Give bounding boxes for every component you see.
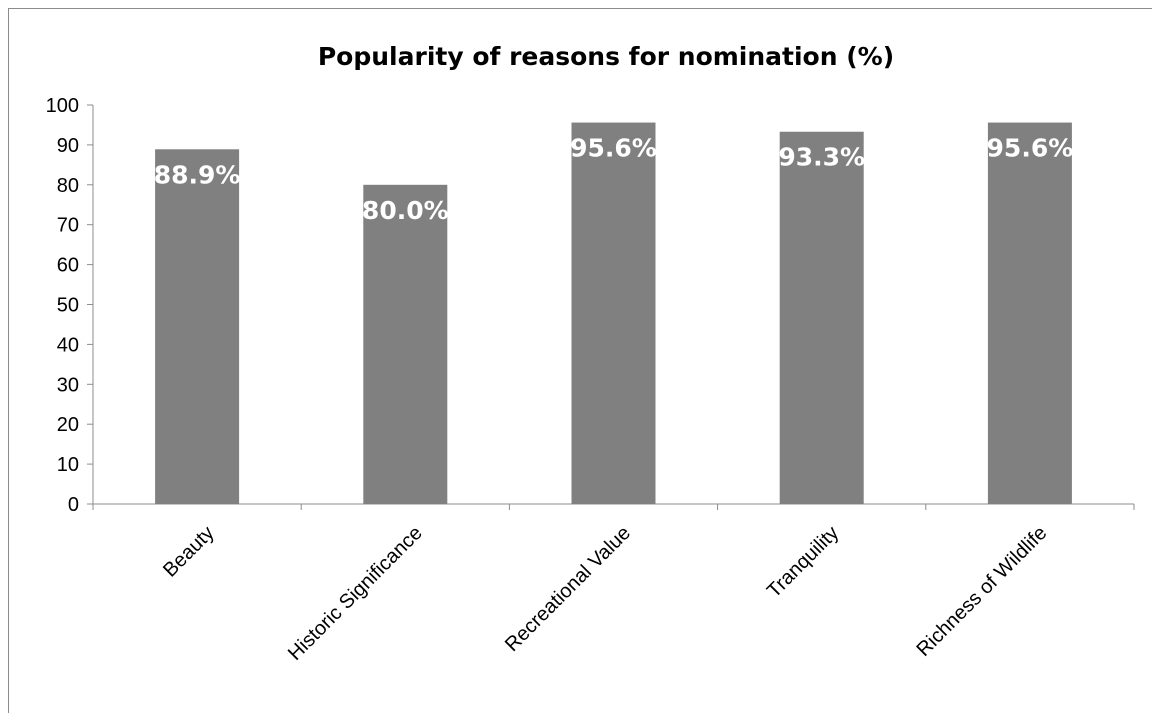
bar — [780, 132, 864, 504]
category-label: Tranquility — [763, 522, 843, 602]
category-label: Richness of Wildlife — [912, 522, 1051, 661]
data-label: 93.3% — [778, 143, 865, 172]
y-tick-label: 80 — [57, 175, 79, 197]
data-label: 95.6% — [987, 134, 1074, 163]
y-tick-label: 50 — [57, 295, 79, 317]
data-label: 88.9% — [154, 160, 241, 189]
y-tick-label: 10 — [57, 454, 79, 476]
y-tick-label: 100 — [46, 95, 79, 117]
bar — [363, 185, 447, 504]
bar — [572, 123, 656, 504]
x-axis — [93, 504, 1134, 510]
chart-frame: Popularity of reasons for nomination (%)… — [8, 8, 1152, 713]
y-tick-label: 40 — [57, 334, 79, 356]
y-tick-label: 20 — [57, 414, 79, 436]
y-tick-label: 90 — [57, 135, 79, 157]
data-label: 80.0% — [362, 196, 449, 225]
y-axis: 0 10 20 30 40 50 60 70 80 90 100 — [46, 95, 93, 516]
y-tick-label: 0 — [68, 494, 79, 516]
category-label: Recreational Value — [501, 522, 635, 656]
data-label: 95.6% — [570, 134, 657, 163]
y-tick-label: 30 — [57, 374, 79, 396]
category-label: Historic Significance — [284, 522, 427, 665]
bar-series — [155, 123, 1072, 504]
y-tick-label: 60 — [57, 255, 79, 277]
chart-title: Popularity of reasons for nomination (%) — [318, 42, 894, 71]
category-label: Beauty — [159, 522, 219, 582]
bar-chart: Popularity of reasons for nomination (%)… — [9, 9, 1152, 708]
category-labels: Beauty Historic Significance Recreational … — [159, 522, 1051, 665]
y-tick-label: 70 — [57, 215, 79, 237]
bar — [988, 123, 1072, 504]
bar — [155, 149, 239, 504]
